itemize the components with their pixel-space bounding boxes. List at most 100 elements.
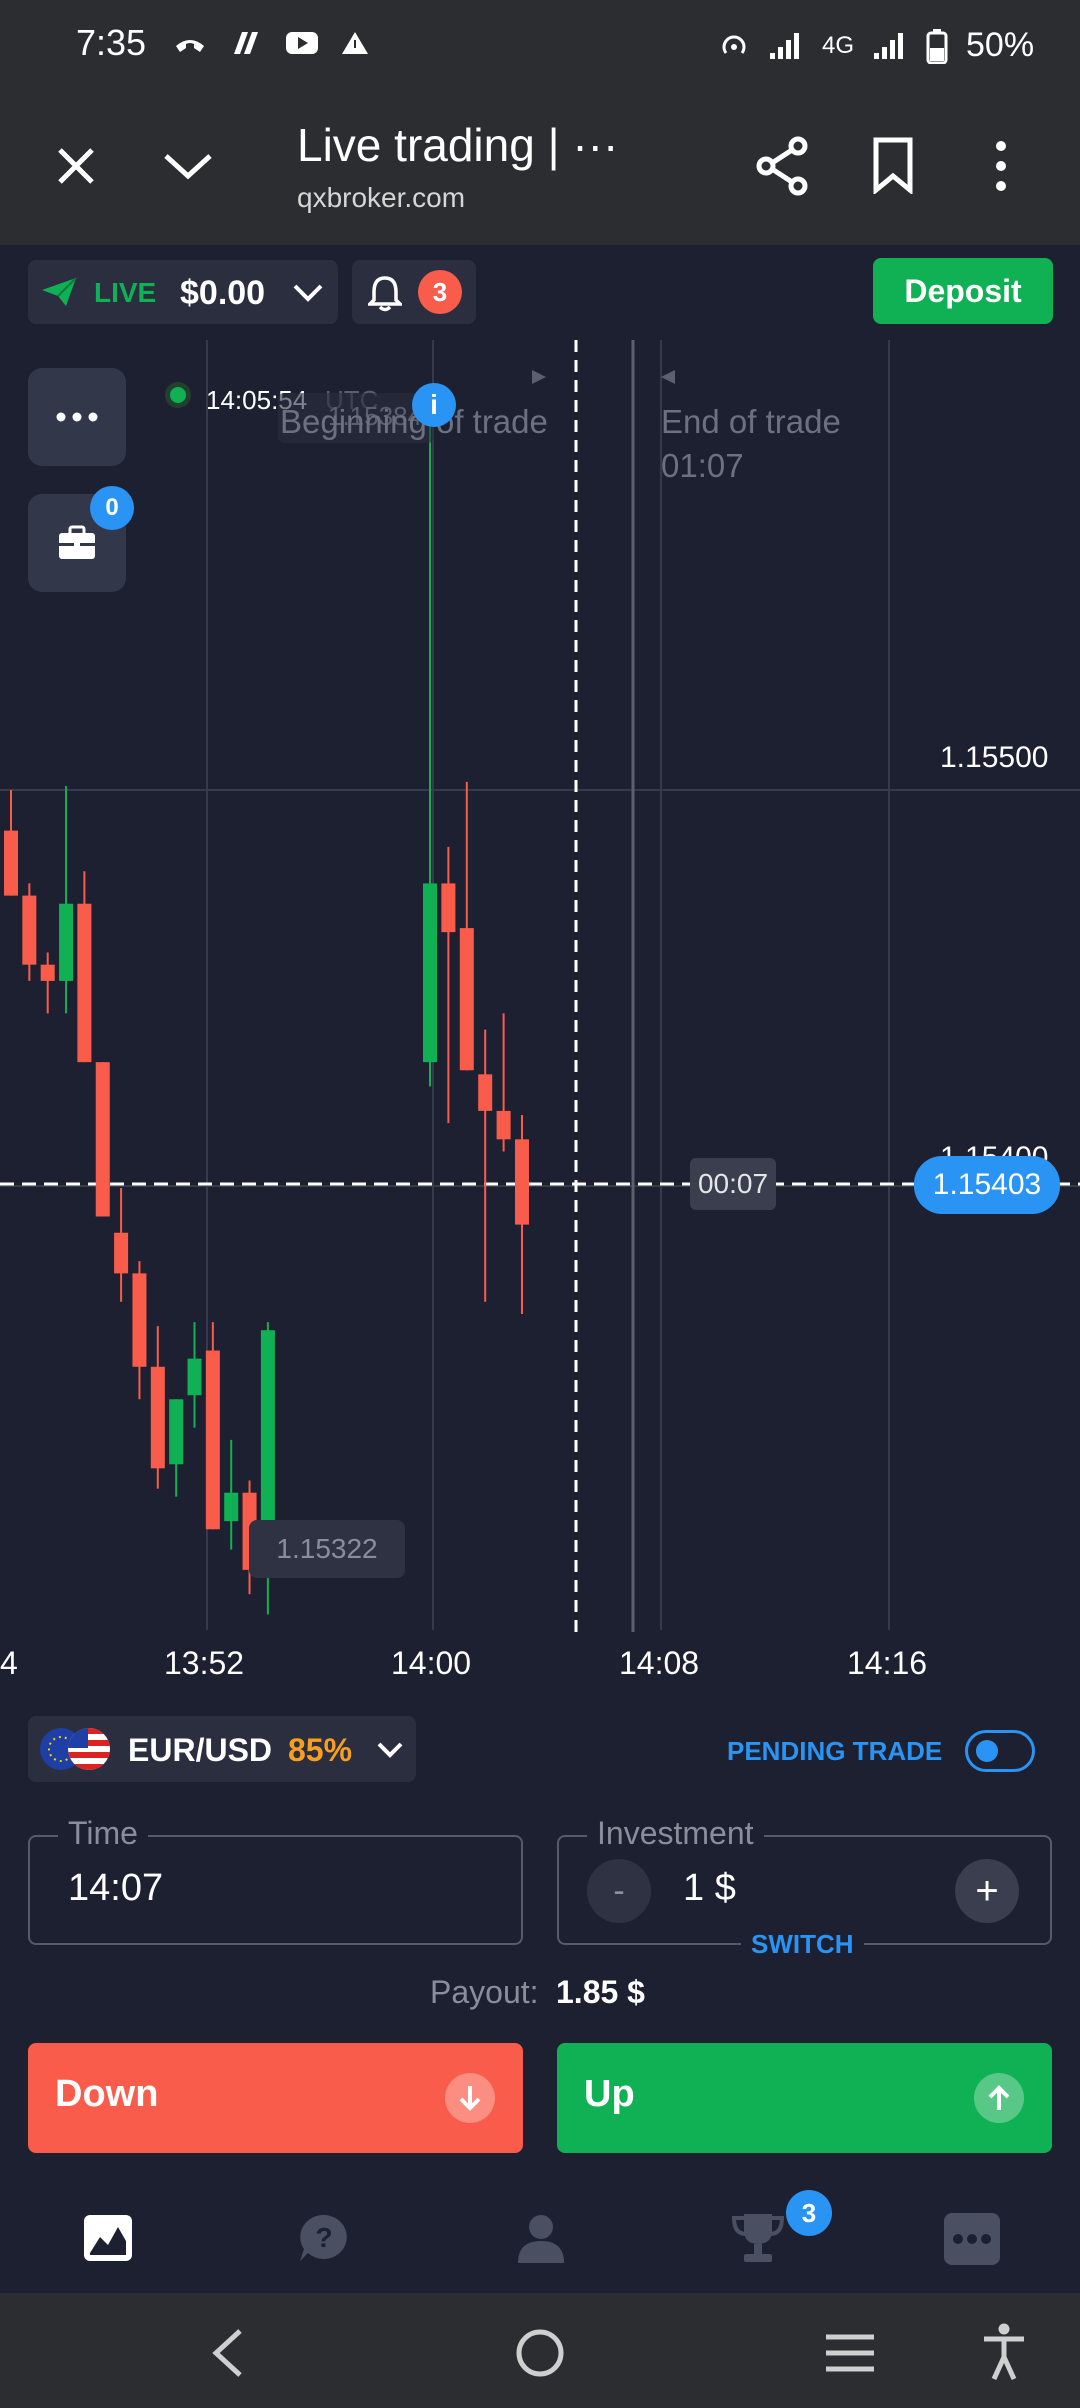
candle-body: [496, 1110, 511, 1140]
svg-text:?: ?: [315, 2222, 332, 2253]
candle-body: [95, 1062, 110, 1217]
switch-button[interactable]: SWITCH: [741, 1929, 864, 1960]
recents-icon[interactable]: [824, 2331, 876, 2375]
up-label: Up: [584, 2073, 635, 2115]
home-icon[interactable]: [514, 2327, 566, 2379]
info-icon[interactable]: i: [412, 383, 456, 427]
system-nav-bar: [0, 2293, 1080, 2408]
bookmark-icon[interactable]: [870, 136, 916, 194]
account-balance: $0.00: [180, 274, 266, 312]
time-label: Time: [58, 1815, 148, 1852]
more-vert-icon[interactable]: [990, 138, 1012, 194]
up-button[interactable]: Up: [557, 2043, 1052, 2153]
chart-tab-icon[interactable]: [82, 2213, 134, 2263]
pending-trade-toggle[interactable]: [965, 1730, 1035, 1772]
candle-body: [40, 964, 55, 981]
candle-body: [59, 903, 74, 981]
warning-icon: [342, 32, 368, 54]
candle-body: [4, 830, 18, 896]
profile-tab-icon[interactable]: [516, 2213, 566, 2263]
us-flag-icon: [68, 1728, 110, 1770]
status-time: 7:35: [76, 22, 147, 63]
notification-icons: [172, 26, 370, 60]
portfolio-badge: 0: [90, 486, 134, 530]
trophy-tab-icon[interactable]: [730, 2210, 786, 2264]
notifications-button[interactable]: 3: [352, 260, 476, 324]
candle-body: [515, 1139, 529, 1225]
candles-group: [4, 412, 529, 1615]
ghost-price: 1.15384: [328, 401, 422, 431]
payout-value: 1.85 $: [556, 1974, 645, 2010]
candle-body: [441, 883, 456, 933]
share-icon[interactable]: [754, 136, 810, 196]
briefcase-icon: [59, 525, 95, 559]
balance-selector[interactable]: LIVE $0.00: [28, 260, 338, 324]
candle-body: [260, 1330, 275, 1566]
trade-timer-tag: 00:07: [690, 1158, 776, 1210]
x-tick: 13:52: [164, 1645, 245, 1681]
candle-body: [423, 883, 437, 1063]
more-tab-icon[interactable]: [944, 2213, 1000, 2265]
x-tick: 14:00: [391, 1645, 472, 1681]
investment-field[interactable]: Investment - 1 $ + SWITCH: [557, 1815, 1052, 1960]
trading-chart[interactable]: 14:05:54 UTC 1.15384 Beginning of trade …: [0, 245, 1080, 1685]
back-icon[interactable]: [210, 2327, 246, 2379]
youtube-icon: [286, 32, 318, 54]
chart-canvas[interactable]: [0, 245, 1080, 1685]
system-icons: 4G 50%: [718, 26, 1034, 65]
candle-body: [459, 928, 474, 1071]
end-of-trade-label: End of trade: [661, 403, 841, 440]
signal-icon: [770, 32, 799, 59]
investment-value: 1 $: [683, 1867, 736, 1909]
candle-body: [150, 1366, 165, 1469]
app-icon: [234, 32, 258, 54]
candle-body: [22, 895, 37, 965]
candle-body: [169, 1399, 184, 1465]
live-dot-icon: [170, 387, 186, 403]
bell-icon: [368, 276, 402, 312]
y-label-upper: 1.15500: [940, 741, 1049, 774]
chevron-down-icon: [293, 284, 323, 302]
deposit-button[interactable]: Deposit: [873, 258, 1053, 324]
trophy-badge: 3: [786, 2190, 832, 2236]
accessibility-icon[interactable]: [980, 2323, 1028, 2381]
end-of-trade-timer: 01:07: [661, 447, 744, 484]
more-options-button[interactable]: [28, 368, 126, 466]
end-marker-icon: [661, 370, 675, 384]
page-title: Live trading | ···: [297, 119, 619, 171]
chevron-down-icon[interactable]: [160, 148, 216, 184]
close-icon[interactable]: [54, 144, 98, 188]
ghost-price-tag: [278, 393, 434, 443]
page-url[interactable]: qxbroker.com: [297, 182, 466, 213]
investment-label: Investment: [587, 1815, 764, 1852]
browser-toolbar: Live trading | ··· qxbroker.com: [0, 90, 1080, 245]
arrow-down-icon: [445, 2073, 495, 2123]
chevron-down-icon: [377, 1742, 403, 1758]
asset-payout-percent: 85%: [288, 1732, 353, 1768]
pending-trade-label: PENDING TRADE: [727, 1736, 943, 1766]
candle-body: [478, 1074, 493, 1111]
x-tick: 14:08: [619, 1645, 700, 1681]
increase-button[interactable]: +: [955, 1859, 1019, 1923]
time-value: 14:07: [68, 1867, 164, 1909]
paper-plane-icon: [42, 277, 77, 306]
signal-icon-2: [874, 32, 904, 59]
time-field[interactable]: Time 14:07: [28, 1815, 523, 1945]
asset-selector[interactable]: EUR/USD 85%: [28, 1716, 416, 1782]
status-bar: 7:35 4G 50%: [0, 0, 1080, 90]
down-button[interactable]: Down: [28, 2043, 523, 2153]
more-horiz-icon: [56, 412, 98, 422]
candle-body: [224, 1492, 239, 1522]
network-type: 4G: [822, 31, 855, 59]
x-tick: 4: [0, 1645, 18, 1681]
beginning-marker-icon: [532, 370, 546, 384]
hotspot-icon: [722, 35, 746, 54]
low-price-tag: 1.15322: [249, 1520, 405, 1578]
arrow-up-icon: [974, 2073, 1024, 2123]
app-tab-bar: ? 3: [0, 2180, 1080, 2293]
candle-body: [77, 903, 92, 1063]
help-tab-icon[interactable]: ?: [298, 2213, 350, 2263]
decrease-button[interactable]: -: [587, 1859, 651, 1923]
notification-badge: 3: [418, 270, 462, 314]
down-label: Down: [55, 2073, 159, 2115]
